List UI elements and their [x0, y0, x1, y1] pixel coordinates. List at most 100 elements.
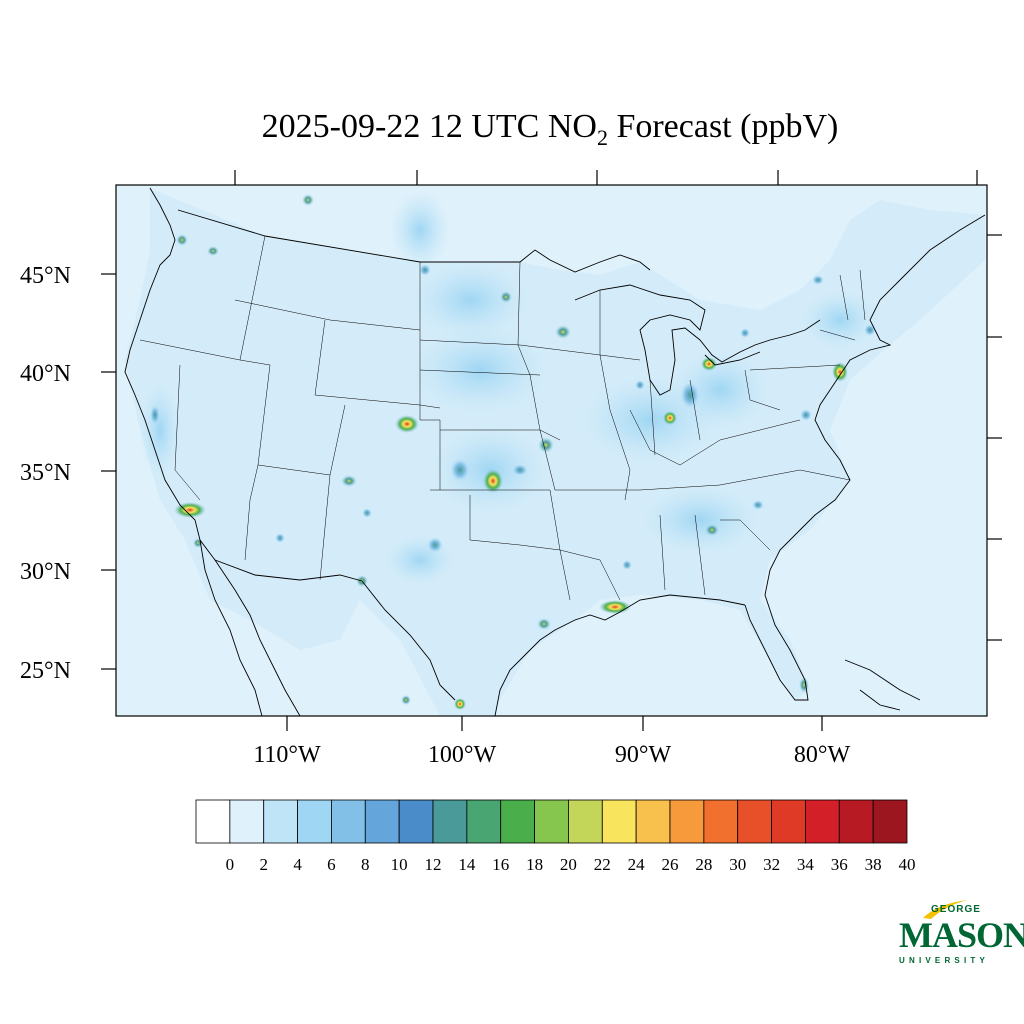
colorbar-swatch	[534, 799, 569, 844]
plume-region	[640, 485, 760, 555]
hotspot	[207, 246, 219, 256]
hotspot-albuquerque	[341, 475, 357, 487]
colorbar-label: 10	[391, 855, 408, 874]
hotspot	[362, 508, 372, 518]
hotspot	[622, 560, 632, 570]
colorbar-swatch	[568, 799, 603, 844]
hotspot-new-york	[832, 362, 848, 382]
hotspot	[419, 264, 431, 276]
lon-label-80: 80°W	[794, 742, 851, 768]
hotspot-detroit	[701, 357, 717, 371]
colorbar-label: 40	[899, 855, 916, 874]
colorbar-label: 28	[695, 855, 712, 874]
land-background	[125, 188, 985, 716]
hotspot-kansas-city	[538, 437, 554, 453]
hotspot	[401, 695, 411, 705]
colorbar-swatch	[500, 799, 535, 844]
colorbar-swatch	[635, 799, 671, 844]
hotspot	[752, 500, 764, 510]
colorbar-label: 32	[763, 855, 780, 874]
hotspot	[635, 380, 645, 390]
logo-top-text: GEORGE	[931, 904, 981, 915]
colorbar-label: 24	[628, 855, 646, 874]
colorbar-swatch	[669, 799, 705, 844]
hotspot	[512, 464, 528, 476]
colorbar-label: 36	[831, 855, 848, 874]
hotspot-new-orleans	[599, 600, 631, 614]
hotspot-denver	[395, 415, 419, 433]
colorbar-swatch	[263, 799, 298, 844]
logo-main-text: MASON	[899, 915, 1024, 955]
bottom-ticks	[286, 716, 823, 731]
plume-region	[385, 535, 455, 585]
left-ticks	[101, 273, 116, 670]
colorbar-swatch	[432, 799, 468, 844]
lon-label-100: 100°W	[428, 742, 497, 768]
lat-label-35: 35°N	[20, 460, 71, 486]
hotspot	[680, 381, 700, 409]
plume-region	[410, 260, 530, 340]
colorbar-swatch	[364, 799, 400, 844]
plume-region	[140, 380, 180, 480]
hotspot-washington	[800, 409, 812, 421]
hotspot-miami	[799, 677, 809, 693]
colorbar-label: 34	[797, 855, 815, 874]
colorbar-label: 8	[361, 855, 370, 874]
hotspot-boston	[864, 324, 876, 336]
hotspot	[302, 194, 314, 206]
colorbar-swatch	[466, 799, 502, 844]
hotspot-dallas	[427, 537, 443, 553]
colorbar-label: 22	[594, 855, 611, 874]
hotspot-chicago	[663, 411, 677, 425]
colorbar-swatch	[297, 799, 332, 844]
colorbar-swatch	[838, 799, 874, 844]
lon-label-90: 90°W	[615, 742, 672, 768]
colorbar-labels: 0 2 4 6 8 10 12 14 16 18 20 22 24 26 28 30 32 34 36 38 40	[226, 855, 916, 874]
lat-label-25: 25°N	[20, 658, 71, 684]
hotspot-atlanta	[705, 524, 719, 536]
colorbar-label: 2	[259, 855, 268, 874]
colorbar-swatch	[872, 799, 908, 844]
logo-bottom-text: UNIVERSITY	[899, 956, 990, 965]
colorbar-label: 20	[560, 855, 577, 874]
gmu-logo: GEORGE MASON UNIVERSITY	[895, 898, 1024, 973]
colorbar-swatch	[398, 799, 434, 844]
hotspot	[500, 291, 512, 303]
colorbar-swatch	[229, 799, 265, 844]
hotspot-bay-area	[150, 405, 160, 425]
colorbar-label: 26	[662, 855, 679, 874]
lat-label-30: 30°N	[20, 559, 71, 585]
colorbar-label: 0	[226, 855, 235, 874]
colorbar-swatch	[703, 799, 739, 844]
hotspot-houston	[537, 618, 551, 630]
colorbar-label: 14	[458, 855, 476, 874]
colorbar-swatch	[805, 799, 840, 844]
hotspot-monterrey	[454, 698, 466, 710]
lat-label-40: 40°N	[20, 361, 71, 387]
plume-region	[800, 290, 880, 350]
hotspot	[450, 458, 470, 482]
colorbar-label: 30	[729, 855, 746, 874]
colorbar-swatch	[195, 799, 231, 844]
hotspot-seattle	[176, 234, 188, 246]
plot-frame	[115, 184, 988, 717]
colorbar-label: 12	[425, 855, 442, 874]
lat-label-45: 45°N	[20, 263, 71, 289]
plume-region	[410, 325, 550, 415]
map-title: 2025-09-22 12 UTC NO2 Forecast (ppbV)	[261, 108, 839, 150]
plume-region	[390, 190, 450, 270]
colorbar-label: 38	[865, 855, 882, 874]
colorbar-swatch	[771, 799, 806, 844]
hotspot-los-angeles	[174, 502, 206, 518]
logo-swoosh-icon	[923, 900, 967, 919]
concentration-field	[125, 188, 985, 716]
colorbar-label: 18	[526, 855, 543, 874]
colorbar-label: 16	[492, 855, 509, 874]
colorbar-swatch	[601, 799, 637, 844]
hotspot-wichita	[483, 469, 503, 493]
colorbar-label: 6	[327, 855, 336, 874]
hotspot	[812, 275, 824, 285]
lon-label-110: 110°W	[253, 742, 321, 768]
colorbar-swatch	[737, 799, 772, 844]
